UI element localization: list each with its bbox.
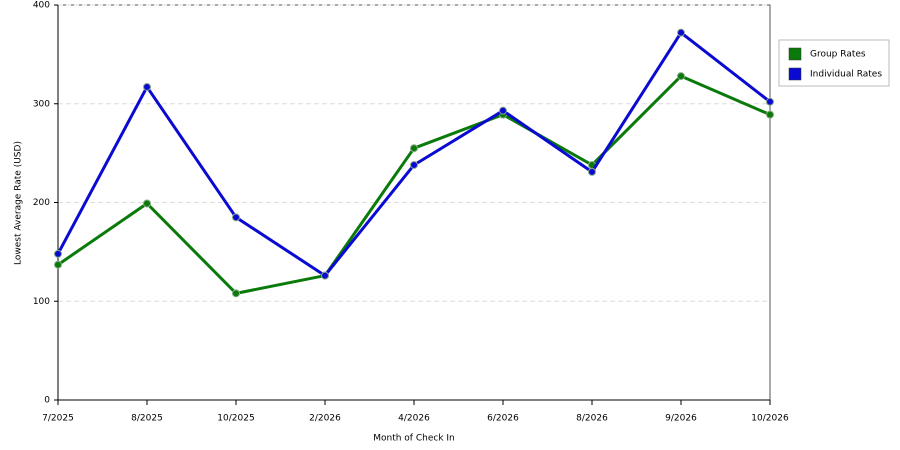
data-point [143, 199, 151, 208]
legend-swatch [788, 67, 802, 81]
x-tick-label: 4/2026 [398, 414, 430, 424]
x-tick-label: 9/2026 [665, 414, 697, 424]
y-tick-label: 0 [44, 396, 50, 406]
x-tick-label: 10/2025 [217, 414, 254, 424]
data-point [232, 289, 240, 298]
x-tick-label: 6/2026 [487, 414, 519, 424]
series-line [56, 31, 771, 278]
y-tick-label: 400 [33, 1, 50, 11]
data-point [677, 28, 685, 37]
x-tick-label: 2/2026 [309, 414, 341, 424]
y-tick-label: 100 [33, 297, 50, 307]
x-tick-label: 8/2026 [576, 414, 608, 424]
series-line [57, 74, 771, 295]
y-axis-label: Lowest Average Rate (USD) [14, 141, 24, 265]
data-point [588, 167, 596, 176]
data-point [54, 260, 62, 269]
y-tick-label: 300 [33, 99, 50, 109]
data-point [410, 144, 418, 153]
data-point [232, 213, 240, 222]
x-tick-label: 10/2026 [751, 414, 789, 424]
x-tick-label: 8/2025 [131, 414, 163, 424]
legend-label: Group Rates [810, 50, 866, 60]
data-point [321, 271, 329, 280]
data-point [499, 106, 507, 115]
data-point [54, 249, 62, 258]
legend-label: Individual Rates [810, 70, 882, 80]
x-tick-label: 7/2025 [42, 414, 74, 424]
legend-swatch [788, 47, 802, 61]
x-axis-label: Month of Check In [373, 434, 455, 444]
y-tick-label: 200 [33, 198, 50, 208]
data-point [677, 72, 685, 81]
data-point [410, 160, 418, 169]
data-point [143, 82, 151, 91]
data-point [766, 97, 774, 106]
data-point [766, 110, 774, 119]
